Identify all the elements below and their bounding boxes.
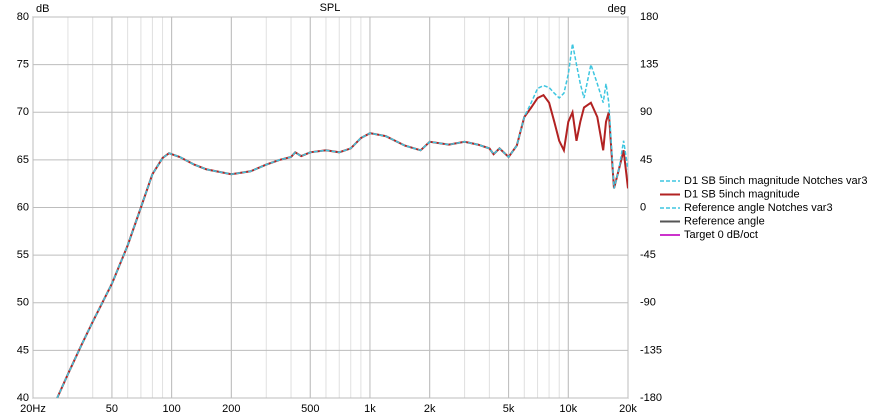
y-tick-label: 80 bbox=[17, 11, 29, 23]
x-tick-label: 10k bbox=[559, 403, 577, 415]
y-tick-label: 50 bbox=[17, 297, 29, 309]
y-tick-label: 70 bbox=[17, 106, 29, 118]
y-tick-label: 65 bbox=[17, 154, 29, 166]
x-tick-label: 50 bbox=[106, 403, 118, 415]
x-tick-label: 20Hz bbox=[20, 403, 46, 415]
y2-tick-label: 0 bbox=[640, 201, 646, 213]
x-tick-label: 5k bbox=[503, 403, 515, 415]
y2-axis-label: deg bbox=[608, 3, 626, 15]
y-tick-label: 55 bbox=[17, 249, 29, 261]
y-axis-label: dB bbox=[36, 3, 49, 15]
y2-tick-label: -90 bbox=[640, 297, 656, 309]
x-tick-label: 500 bbox=[301, 403, 319, 415]
x-tick-label: 200 bbox=[222, 403, 240, 415]
y-tick-label: 60 bbox=[17, 201, 29, 213]
y-tick-label: 40 bbox=[17, 392, 29, 404]
y2-tick-label: 135 bbox=[640, 59, 658, 71]
x-tick-label: 100 bbox=[162, 403, 180, 415]
legend-label: D1 SB 5inch magnitude Notches var3 bbox=[684, 175, 867, 187]
x-tick-label: 1k bbox=[364, 403, 376, 415]
legend-label: Target 0 dB/oct bbox=[684, 229, 758, 241]
y2-tick-label: -45 bbox=[640, 249, 656, 261]
x-tick-label: 20k bbox=[619, 403, 637, 415]
y-tick-label: 45 bbox=[17, 344, 29, 356]
series-line bbox=[56, 43, 628, 398]
x-tick-label: 2k bbox=[424, 403, 436, 415]
chart-title: SPL bbox=[320, 2, 341, 14]
legend-label: Reference angle Notches var3 bbox=[684, 202, 833, 214]
y2-tick-label: -180 bbox=[640, 392, 662, 404]
y2-tick-label: 45 bbox=[640, 154, 652, 166]
y2-tick-label: 180 bbox=[640, 11, 658, 23]
legend-label: Reference angle bbox=[684, 215, 765, 227]
y-tick-label: 75 bbox=[17, 59, 29, 71]
y2-tick-label: 90 bbox=[640, 106, 652, 118]
legend-label: D1 SB 5inch magnitude bbox=[684, 188, 800, 200]
y2-tick-label: -135 bbox=[640, 344, 662, 356]
